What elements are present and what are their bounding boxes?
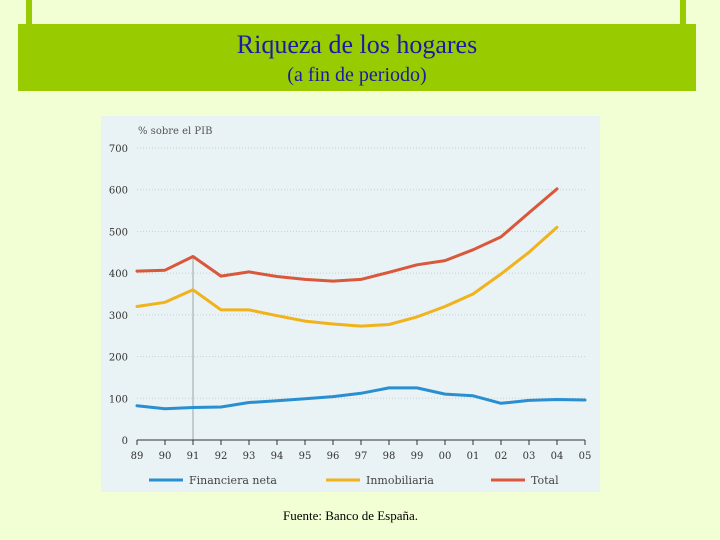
decor-bar-left xyxy=(26,0,32,24)
title-banner: Riqueza de los hogares (a fin de periodo… xyxy=(18,24,696,91)
x-tick-label: 91 xyxy=(187,451,200,462)
x-tick-label: 02 xyxy=(495,451,508,462)
x-axis: 89 90 91 92 93 94 95 96 97 98 99 00 01 02 03 04 05 xyxy=(131,439,592,462)
x-tick-label: 00 xyxy=(439,451,452,462)
page-subtitle: (a fin de periodo) xyxy=(287,64,427,86)
series-line xyxy=(135,187,559,283)
x-tick-label: 90 xyxy=(159,451,172,462)
y-tick-label: 700 xyxy=(109,144,128,155)
x-tick-label: 96 xyxy=(327,451,340,462)
page-title: Riqueza de los hogares xyxy=(236,30,478,59)
source-note: Fuente: Banco de España. xyxy=(283,508,419,523)
legend-label: Total xyxy=(531,474,559,487)
legend-label: Inmobiliaria xyxy=(366,474,434,487)
x-tick-label: 93 xyxy=(243,451,256,462)
y-tick-label: 400 xyxy=(109,269,128,280)
decor-bar-right xyxy=(680,0,686,24)
grid-lines xyxy=(137,147,585,440)
legend-label: Financiera neta xyxy=(189,474,277,487)
y-tick-label: 200 xyxy=(109,353,128,364)
series-lines xyxy=(135,187,587,411)
x-tick-label: 01 xyxy=(467,451,480,462)
x-tick-label: 98 xyxy=(383,451,396,462)
x-tick-label: 94 xyxy=(271,451,284,462)
y-tick-labels: 0 100 200 300 400 500 600 700 xyxy=(109,144,128,447)
y-axis-label: % sobre el PIB xyxy=(138,126,212,137)
legend: Financiera neta Inmobiliaria Total xyxy=(149,474,559,487)
y-tick-label: 100 xyxy=(109,394,128,405)
y-tick-label: 600 xyxy=(109,186,128,197)
y-tick-label: 500 xyxy=(109,227,128,238)
x-tick-label: 95 xyxy=(299,451,312,462)
x-tick-label: 03 xyxy=(523,451,536,462)
x-tick-label: 05 xyxy=(579,451,592,462)
x-tick-label: 92 xyxy=(215,451,228,462)
chart-panel: % sobre el PIB 0 100 200 300 400 500 600 700 89… xyxy=(101,116,600,492)
x-tick-label: 89 xyxy=(131,451,144,462)
x-tick-label: 97 xyxy=(355,451,368,462)
y-tick-label: 300 xyxy=(109,311,128,322)
series-line xyxy=(135,386,587,411)
y-tick-label: 0 xyxy=(122,436,128,447)
x-tick-label: 04 xyxy=(551,451,564,462)
series-line xyxy=(135,225,559,328)
x-tick-label: 99 xyxy=(411,451,424,462)
